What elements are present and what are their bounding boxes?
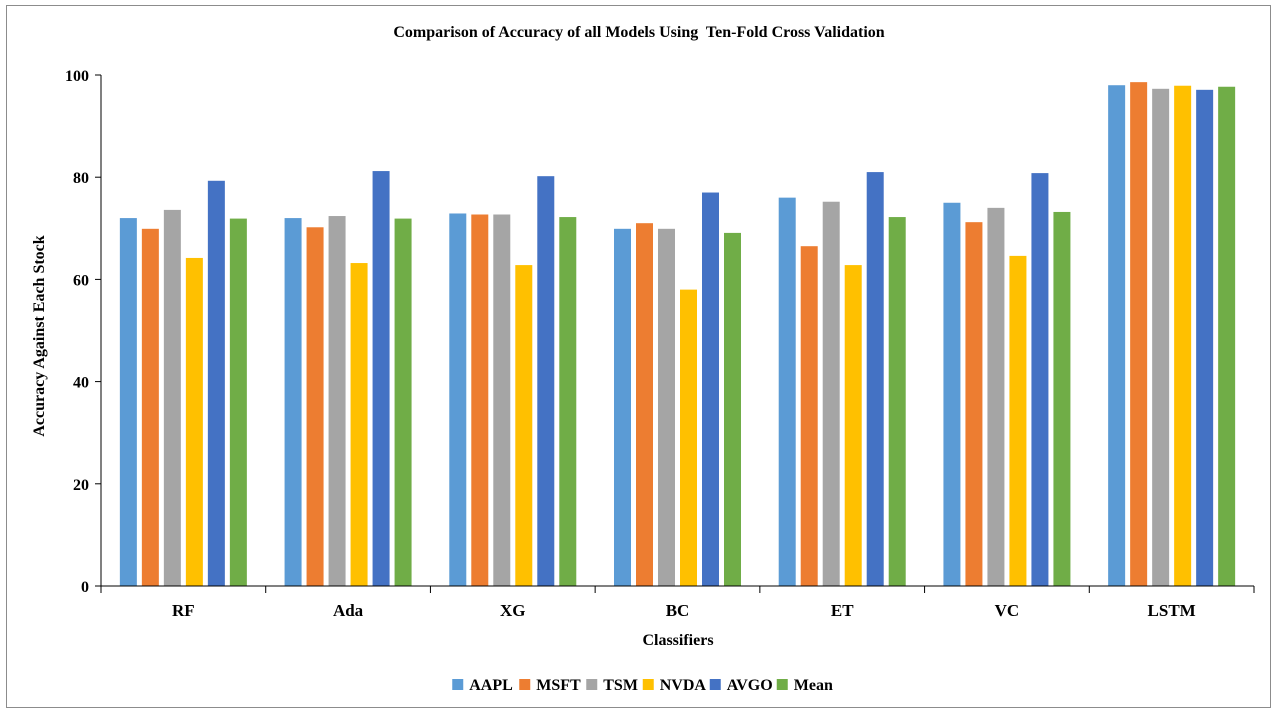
bar-mean-et xyxy=(888,217,906,586)
bar-aapl-ada xyxy=(284,218,302,586)
bar-msft-et xyxy=(800,246,818,586)
legend-label-mean: Mean xyxy=(794,677,833,694)
chart-svg: Comparison of Accuracy of all Models Usi… xyxy=(31,24,1255,694)
axes-group: RF Ada XG BC ET VC LSTM 0 20 40 60 80 100 xyxy=(65,68,1255,620)
bar-nvda-lstm xyxy=(1174,85,1192,586)
legend-label-tsm: TSM xyxy=(603,677,638,694)
x-tick-label-rf: RF xyxy=(172,601,195,620)
x-axis-title: Classifiers xyxy=(642,632,713,649)
bar-mean-rf xyxy=(229,218,247,586)
bar-msft-ada xyxy=(306,227,324,586)
bar-msft-lstm xyxy=(1130,82,1148,587)
bar-tsm-xg xyxy=(493,214,511,586)
x-tick-label-et: ET xyxy=(831,601,854,620)
legend-item-aapl: AAPL xyxy=(452,677,513,694)
chart-frame: Comparison of Accuracy of all Models Usi… xyxy=(6,5,1271,708)
y-tick-label-0: 0 xyxy=(81,579,89,596)
bar-tsm-lstm xyxy=(1152,88,1170,587)
legend-item-msft: MSFT xyxy=(519,677,581,694)
bar-nvda-xg xyxy=(515,265,533,586)
x-tick-label-vc: VC xyxy=(995,601,1020,620)
legend-swatch-nvda xyxy=(642,679,654,690)
bar-nvda-ada xyxy=(350,263,368,586)
bar-mean-ada xyxy=(394,218,412,586)
bar-avgo-rf xyxy=(207,180,225,586)
chart-title: Comparison of Accuracy of all Models Usi… xyxy=(393,24,884,41)
legend: AAPL MSFT TSM NVDA AVGO Mean xyxy=(452,677,833,694)
bar-aapl-et xyxy=(778,197,796,586)
bar-tsm-ada xyxy=(328,216,346,587)
legend-item-mean: Mean xyxy=(776,677,833,694)
x-tick-label-ada: Ada xyxy=(333,601,364,620)
bar-avgo-lstm xyxy=(1196,89,1214,586)
legend-swatch-mean xyxy=(776,679,788,690)
bar-avgo-ada xyxy=(372,171,390,586)
bar-nvda-et xyxy=(844,265,862,586)
bar-msft-rf xyxy=(141,228,159,586)
bar-tsm-bc xyxy=(658,228,675,586)
y-tick-label-60: 60 xyxy=(73,272,89,289)
legend-label-nvda: NVDA xyxy=(660,677,707,694)
y-tick-label-80: 80 xyxy=(73,170,89,187)
bar-mean-vc xyxy=(1053,211,1071,586)
bar-tsm-et xyxy=(822,201,840,587)
bar-mean-xg xyxy=(559,217,577,586)
bar-aapl-rf xyxy=(119,218,137,586)
bar-nvda-rf xyxy=(185,257,203,586)
legend-item-nvda: NVDA xyxy=(642,677,707,694)
bar-aapl-lstm xyxy=(1108,85,1126,586)
bars-group xyxy=(119,82,1236,587)
bar-avgo-vc xyxy=(1031,173,1049,587)
y-tick-label-20: 20 xyxy=(73,477,89,494)
x-tick-label-lstm: LSTM xyxy=(1148,601,1196,620)
bar-avgo-et xyxy=(866,172,884,586)
bar-aapl-bc xyxy=(614,228,631,586)
x-tick-label-bc: BC xyxy=(666,601,690,620)
legend-swatch-tsm xyxy=(586,679,598,690)
bar-mean-lstm xyxy=(1218,86,1236,586)
y-axis-title: Accuracy Against Each Stock xyxy=(31,235,48,436)
y-tick-label-40: 40 xyxy=(73,375,89,392)
legend-item-avgo: AVGO xyxy=(709,677,773,694)
bar-nvda-vc xyxy=(1009,255,1027,586)
bar-avgo-xg xyxy=(537,176,555,586)
bar-aapl-xg xyxy=(449,213,467,587)
bar-aapl-vc xyxy=(943,202,961,586)
legend-label-avgo: AVGO xyxy=(727,677,773,694)
legend-swatch-aapl xyxy=(452,679,464,690)
bar-avgo-bc xyxy=(702,192,719,586)
legend-label-aapl: AAPL xyxy=(469,677,513,694)
bar-nvda-bc xyxy=(680,289,697,586)
legend-swatch-avgo xyxy=(709,679,721,690)
x-tick-label-xg: XG xyxy=(500,601,526,620)
legend-swatch-msft xyxy=(519,679,531,690)
bar-tsm-vc xyxy=(987,207,1005,587)
legend-label-msft: MSFT xyxy=(536,677,581,694)
bar-tsm-rf xyxy=(163,209,181,586)
legend-item-tsm: TSM xyxy=(586,677,638,694)
bar-msft-vc xyxy=(965,222,983,587)
y-tick-label-100: 100 xyxy=(65,68,89,85)
bar-msft-bc xyxy=(636,223,653,586)
bar-msft-xg xyxy=(471,214,489,586)
bar-mean-bc xyxy=(724,232,741,586)
